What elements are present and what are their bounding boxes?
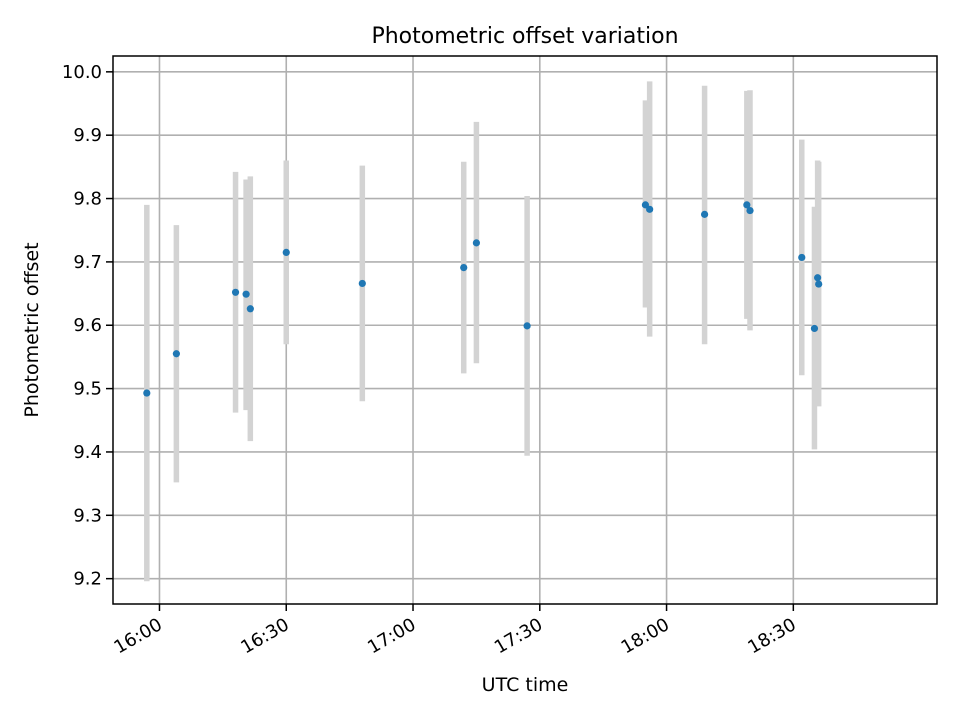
x-tick-label: 18:30 <box>744 614 799 658</box>
x-axis-label: UTC time <box>482 674 569 696</box>
data-point <box>246 305 254 313</box>
data-point <box>523 322 531 330</box>
data-point <box>743 201 751 209</box>
data-point <box>242 290 250 298</box>
y-axis-ticks: 9.2 9.3 9.4 9.5 9.6 9.7 9.8 9.9 10.0 <box>62 62 113 590</box>
data-point <box>814 274 822 282</box>
y-tick-label: 10.0 <box>62 62 102 83</box>
data-point <box>282 248 290 256</box>
y-tick-label: 9.5 <box>73 379 102 400</box>
y-axis-label: Photometric offset <box>21 242 43 417</box>
data-point <box>815 280 823 288</box>
y-tick-label: 9.8 <box>73 189 102 210</box>
y-tick-label: 9.3 <box>73 505 102 526</box>
data-point <box>172 350 180 358</box>
y-tick-label: 9.9 <box>73 125 102 146</box>
y-tick-label: 9.4 <box>73 442 102 463</box>
x-tick-label: 18:00 <box>618 614 673 658</box>
y-tick-label: 9.6 <box>73 315 102 336</box>
data-point <box>646 205 654 213</box>
x-tick-label: 17:30 <box>491 614 546 658</box>
x-axis-ticks: 16:00 16:30 17:00 17:30 18:00 18:30 <box>111 604 800 658</box>
data-point <box>700 210 709 218</box>
data-point <box>358 279 366 288</box>
plot-frame <box>112 55 938 605</box>
data-points <box>143 201 823 397</box>
data-point <box>460 263 468 272</box>
x-tick-label: 17:00 <box>364 614 419 658</box>
data-point <box>798 253 806 262</box>
data-point <box>746 206 754 215</box>
y-tick-label: 9.2 <box>73 569 102 590</box>
data-point <box>143 389 151 397</box>
x-tick-label: 16:30 <box>237 614 292 658</box>
x-tick-label: 16:00 <box>111 614 166 658</box>
data-point <box>810 324 819 333</box>
data-point <box>472 239 481 247</box>
data-point <box>231 288 240 296</box>
chart-title: Photometric offset variation <box>371 24 678 49</box>
y-tick-label: 9.7 <box>73 252 102 273</box>
error-bars <box>144 81 822 582</box>
